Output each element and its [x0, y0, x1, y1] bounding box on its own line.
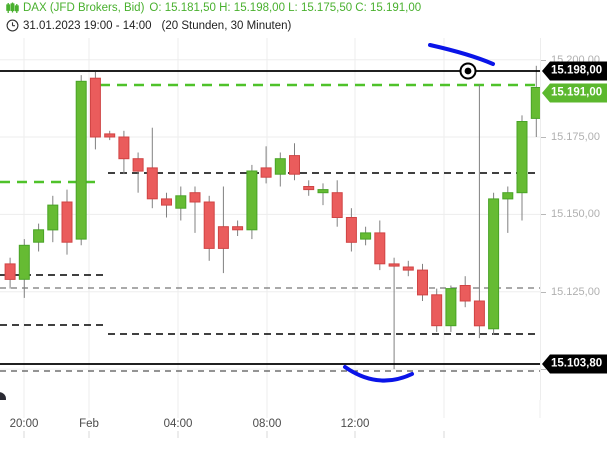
price-axis[interactable]: 15.200,00 15.175,00 15.150,00 15.125,00 15.1… — [540, 38, 614, 400]
candle-body — [260, 167, 272, 178]
header-time-row: 31.01.2023 19:00 - 14:00 (20 Stunden, 30… — [6, 19, 291, 32]
candle-body — [75, 80, 87, 240]
candle-body — [132, 158, 144, 172]
candle-body — [345, 217, 357, 243]
symbol-label: DAX (JFD Brokers, Bid) — [23, 2, 145, 14]
time-axis-label: Feb — [79, 418, 99, 430]
candle-body — [374, 232, 386, 265]
time-axis-label: 04:00 — [163, 418, 193, 430]
price-axis-tick — [541, 369, 546, 371]
candle-body — [459, 285, 471, 302]
candle-body — [530, 87, 540, 119]
chart-header: DAX (JFD Brokers, Bid) O: 15.181,50 H: 1… — [0, 0, 614, 38]
candle-body — [161, 198, 172, 206]
time-axis-grid — [23, 400, 541, 438]
candle-body — [146, 167, 158, 200]
candle-body — [431, 294, 443, 327]
candle-body — [89, 77, 101, 138]
candle-body — [488, 198, 500, 330]
candle-body — [47, 204, 59, 231]
time-axis[interactable]: 20:00 Feb 04:00 08:00 12:00 — [0, 400, 614, 457]
candle-body — [402, 266, 414, 271]
candle-body — [217, 226, 229, 249]
price-axis-label: 15.175,00 — [551, 131, 600, 143]
support-price-badge[interactable]: 15.103,80 — [542, 354, 608, 374]
plot-canvas — [0, 38, 540, 400]
candle-body — [388, 263, 400, 267]
candle-body — [331, 192, 343, 218]
price-axis-label: 15.150,00 — [551, 208, 600, 221]
candle-body — [104, 133, 116, 138]
candle-body — [274, 158, 286, 175]
candle-body — [203, 201, 215, 249]
candle-body — [360, 232, 372, 240]
candle-body — [175, 195, 187, 209]
candle-body — [118, 136, 130, 160]
edge-marker-icon — [0, 392, 6, 400]
price-axis-tick — [541, 214, 546, 216]
candle-body — [445, 288, 457, 327]
interval-label: (20 Stunden, 30 Minuten) — [161, 19, 292, 32]
bid-price-badge[interactable]: 15.191,00 — [542, 83, 608, 103]
candlestick-icon — [6, 2, 19, 14]
last-price-badge[interactable]: 15.198,00 — [542, 61, 608, 81]
candle-body — [33, 229, 45, 243]
time-axis-label: 12:00 — [340, 418, 370, 430]
price-axis-label: 15.125,00 — [551, 285, 600, 298]
trend-curve-lower[interactable] — [343, 365, 414, 383]
candle-body — [189, 192, 201, 203]
candle-body — [303, 186, 315, 191]
candle-body — [502, 192, 514, 200]
time-axis-label: 20:00 — [9, 418, 39, 430]
header-symbol-row: DAX (JFD Brokers, Bid) O: 15.181,50 H: 1… — [6, 2, 428, 14]
price-plot[interactable] — [0, 38, 540, 400]
price-marker-dot[interactable] — [464, 67, 472, 75]
candle-body — [4, 263, 16, 280]
date-range-label: 31.01.2023 19:00 - 14:00 — [23, 19, 152, 32]
candle-body — [289, 155, 300, 175]
price-axis-tick — [541, 291, 546, 293]
candle-body — [232, 226, 244, 231]
axis-separator — [540, 38, 541, 400]
price-axis-tick — [541, 137, 546, 138]
ohlc-values: O: 15.181,50 H: 15.198,00 L: 15.175,50 C… — [149, 2, 422, 14]
candle-body — [417, 269, 428, 296]
candle-body — [473, 300, 485, 327]
candle-body — [18, 244, 30, 280]
trend-curve-upper[interactable] — [428, 43, 495, 66]
price-axis-tick — [541, 59, 546, 61]
candle-body — [516, 121, 528, 194]
clock-icon — [6, 19, 19, 32]
candle-body — [317, 189, 329, 194]
candle-body — [61, 201, 73, 243]
candle-body — [246, 170, 258, 231]
time-axis-label: 08:00 — [252, 418, 282, 430]
